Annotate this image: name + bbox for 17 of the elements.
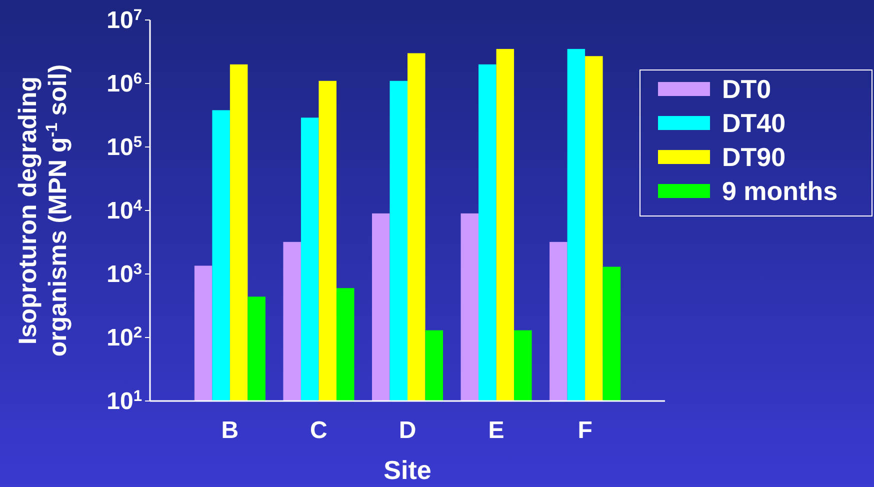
y-tick-label: 10$^{7}$ [106, 6, 142, 34]
y-tick-label: 10$^{6}$ [106, 70, 142, 98]
legend-label: DT0 [722, 74, 772, 104]
x-tick-label: C [310, 417, 328, 444]
x-tick-label: E [488, 417, 504, 444]
y-tick-label: 10$^{1}$ [106, 388, 142, 415]
x-tick-label: F [578, 417, 592, 444]
y-tick-label: 10$^{5}$ [106, 134, 142, 161]
legend-label: DT40 [722, 108, 786, 138]
x-axis-title: Site [384, 455, 432, 485]
y-tick-label: 10$^{3}$ [106, 260, 142, 288]
x-tick-label: D [398, 417, 416, 444]
legend-label: DT90 [722, 142, 786, 172]
legend-label: 9 months [722, 176, 838, 206]
y-tick-label: 10$^{4}$ [106, 197, 142, 224]
x-tick-label: B [221, 417, 239, 444]
y-tick-label: 10$^{2}$ [106, 324, 142, 352]
